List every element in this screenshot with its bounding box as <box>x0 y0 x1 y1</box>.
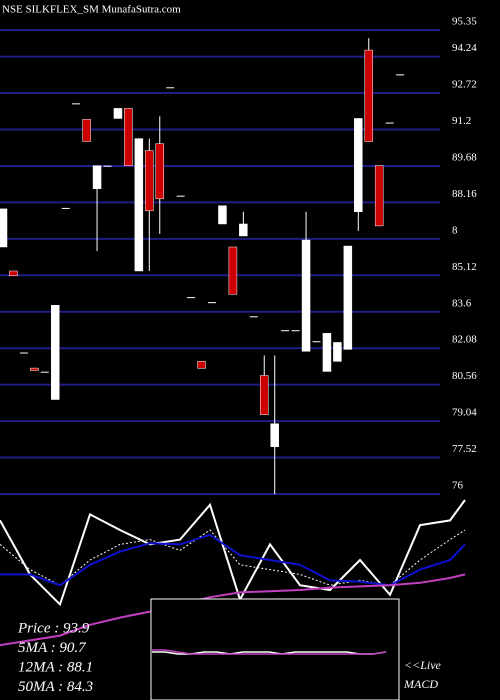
candle-body <box>270 423 279 448</box>
live-label: <<Live <box>404 658 442 672</box>
legend-entry: 12MA : 88.1 <box>18 659 93 675</box>
y-tick-label: 82.08 <box>452 334 477 346</box>
y-tick-label: 85.12 <box>452 261 477 273</box>
candle-body <box>301 239 311 352</box>
candle-body <box>103 165 112 167</box>
candle-body <box>124 108 133 166</box>
candle-body <box>166 87 175 89</box>
candle-body <box>176 195 185 197</box>
candle-body <box>61 207 70 209</box>
candle-body <box>228 246 238 295</box>
candle-body <box>9 270 18 277</box>
chart-title: NSE SILKFLEX_SM MunafaSutra.com <box>2 4 181 16</box>
y-tick-label: 76 <box>452 480 464 492</box>
indicator-line <box>0 529 466 586</box>
candle-body <box>92 165 102 189</box>
legend-entry: 5MA : 90.7 <box>18 640 87 656</box>
candle-body <box>155 143 164 200</box>
candle-body <box>364 49 373 142</box>
candle-body <box>51 305 60 400</box>
macd-panel <box>150 598 400 700</box>
candle-body <box>0 208 8 248</box>
candle-body <box>281 330 290 332</box>
macd <box>152 649 387 655</box>
candle-body <box>249 316 258 318</box>
indicator-line <box>0 573 466 647</box>
candle-body <box>145 150 154 212</box>
candles <box>0 38 405 494</box>
candle-body <box>208 302 216 304</box>
y-tick-label: 80.56 <box>452 370 477 382</box>
candle-body <box>239 223 248 237</box>
y-tick-label: 8 <box>452 224 458 236</box>
y-tick-label: 92.72 <box>452 79 477 91</box>
candle-body <box>113 108 123 119</box>
candle-body <box>374 165 384 227</box>
indicator-line <box>0 533 466 587</box>
candle-body <box>354 118 363 212</box>
candle-body <box>19 352 28 354</box>
legend: Price : 93.9 5MA : 90.7 12MA : 88.1 50MA : … <box>17 620 93 695</box>
candle-body <box>72 103 81 105</box>
y-tick-label: 95.35 <box>452 16 477 28</box>
candle-body <box>385 122 394 124</box>
grid: 95.35 94.24 92.72 91.2 89.68 88.16 8 85.12 83.6 8… <box>0 16 477 495</box>
candle-body <box>187 297 196 299</box>
candle-body <box>30 367 39 371</box>
candle-body <box>82 119 91 142</box>
y-tick-label: 79.04 <box>452 407 477 419</box>
candle-body <box>134 138 144 272</box>
candle-body <box>260 375 269 415</box>
y-tick-label: 77.52 <box>452 443 477 455</box>
y-tick-label: 88.16 <box>452 188 477 200</box>
macd-label: MACD <box>403 677 438 691</box>
macd-line <box>152 649 387 655</box>
candle-body <box>322 333 332 372</box>
candle-body <box>40 371 49 373</box>
candle-body <box>197 361 206 369</box>
legend-entry: Price : 93.9 <box>17 620 90 636</box>
candle-body <box>333 342 342 362</box>
y-tick-label: 94.24 <box>452 42 477 54</box>
candle-body <box>396 74 405 76</box>
candle-body <box>218 205 227 225</box>
candle-body <box>291 330 300 332</box>
legend-entry: 50MA : 84.3 <box>18 679 93 695</box>
y-tick-label: 83.6 <box>452 297 472 309</box>
candle-body <box>312 341 321 343</box>
candle-body <box>343 245 353 350</box>
y-tick-label: 91.2 <box>452 115 471 127</box>
y-tick-label: 89.68 <box>452 151 477 163</box>
